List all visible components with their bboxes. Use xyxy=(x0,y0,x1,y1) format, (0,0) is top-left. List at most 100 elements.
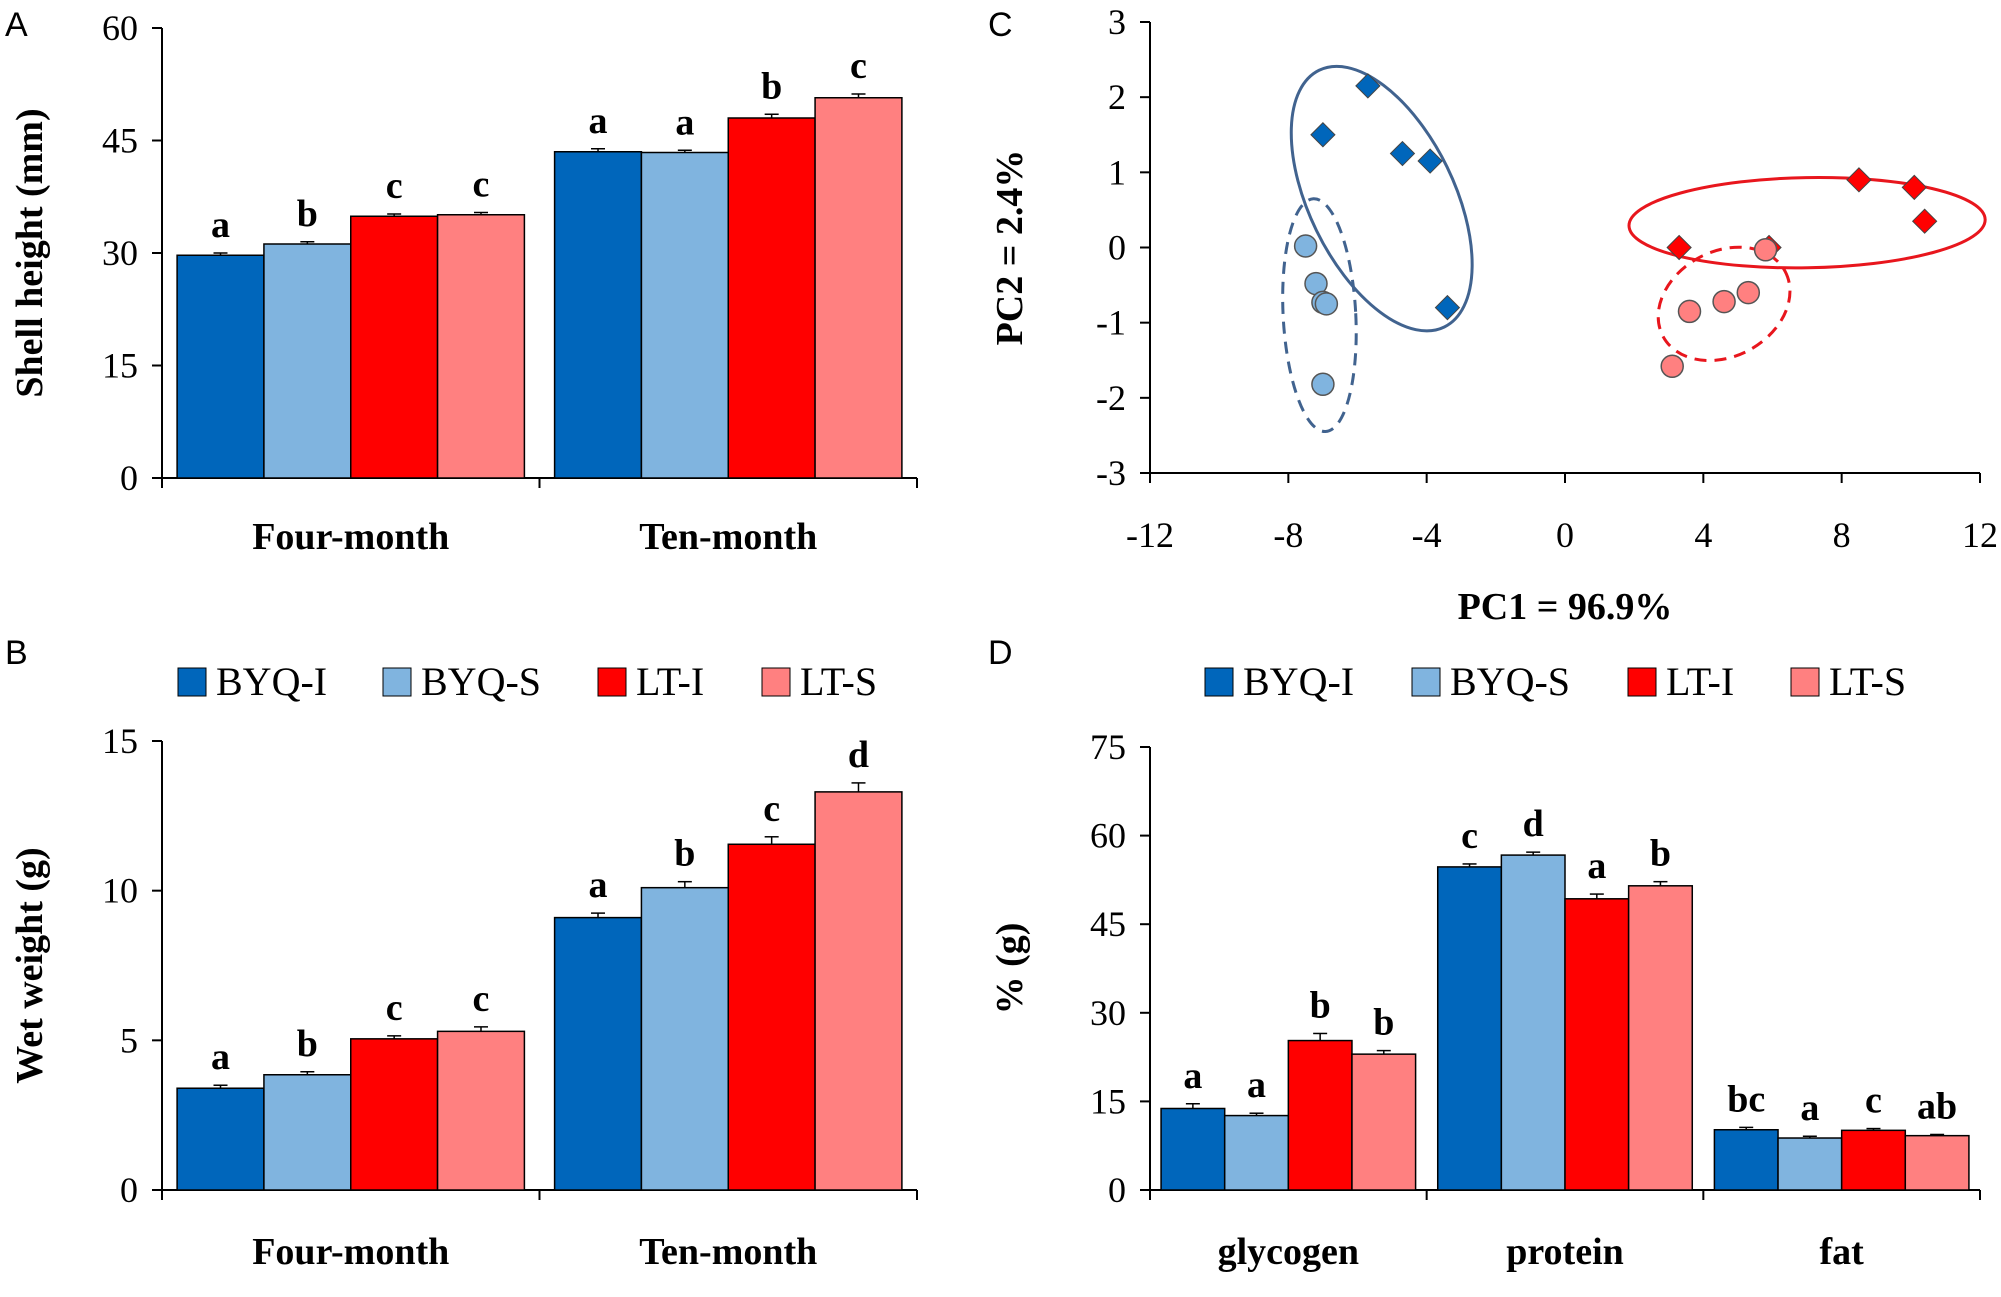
panel-b-legend: BYQ-I BYQ-S LT-I LT-S xyxy=(177,659,877,704)
panel-d-label: D xyxy=(988,634,1013,672)
panel-d-bar-byq-i-fat xyxy=(1713,1129,1779,1191)
panel-b-bar-byq-i-ten-month xyxy=(553,916,643,1191)
panel-c-point-lt-i-5 xyxy=(1911,208,1938,234)
panel-d-legend-swatch-lt-s xyxy=(1790,667,1820,697)
panel-b-bar-lt-i-four-month-letter: c xyxy=(386,987,403,1029)
panel-c-point-byq-i-1 xyxy=(1310,122,1336,148)
panel-b-category-ten-month: Ten-month xyxy=(639,1231,817,1273)
panel-b-y-tick-label: 10 xyxy=(102,871,138,911)
panel-d-category-protein: protein xyxy=(1506,1231,1624,1273)
panel-c-point-lt-s-1 xyxy=(1660,354,1684,379)
panel-a-y-tick-label: 15 xyxy=(102,346,138,386)
panel-c-point-lt-i-4 xyxy=(1901,174,1927,201)
panel-d-y-tick-label: 15 xyxy=(1090,1081,1126,1121)
panel-d-y-tick-label: 30 xyxy=(1090,993,1126,1033)
panel-a-bar-lt-i-four-month-letter: c xyxy=(386,165,403,207)
panel-a-bar-lt-s-ten-month xyxy=(814,97,903,479)
panel-c-point-byq-s-5 xyxy=(1311,372,1335,397)
panel-d-bar-byq-s-glycogen-letter: a xyxy=(1247,1064,1266,1106)
panel-d-y-tick-label: 0 xyxy=(1108,1170,1126,1210)
panel-d-y-axis-label: % (g) xyxy=(989,923,1031,1015)
panel-a-group: A 0 15 30 45 60 a a b a c b c c Four-month Ten-month She… xyxy=(5,6,918,558)
panel-a-bar-byq-i-four-month xyxy=(176,254,265,479)
panel-a-bar-byq-s-four-month-letter: b xyxy=(297,193,318,235)
panel-b-bar-lt-i-ten-month-letter: c xyxy=(763,788,780,830)
panel-b-bar-byq-s-ten-month xyxy=(640,886,729,1191)
panel-d-category-fat: fat xyxy=(1820,1231,1865,1273)
panel-c-y-tick-label: -1 xyxy=(1096,303,1126,343)
panel-c-point-byq-s-4 xyxy=(1314,292,1339,316)
panel-b-bar-byq-i-ten-month-letter: a xyxy=(589,864,608,906)
panel-d-legend-label-lt-i: LT-I xyxy=(1666,659,1734,704)
panel-c-point-byq-s-1 xyxy=(1293,234,1318,258)
panel-b-label: B xyxy=(5,634,28,672)
panel-a-y-tick-label: 60 xyxy=(102,8,138,48)
panel-a-bar-lt-s-four-month-letter: c xyxy=(473,164,490,206)
panel-c-y-tick-label: 1 xyxy=(1108,152,1126,192)
panel-a-bar-byq-i-ten-month xyxy=(553,151,643,479)
panel-b-bar-lt-s-four-month xyxy=(436,1030,526,1191)
panel-b-bar-lt-s-ten-month-letter: d xyxy=(848,734,869,776)
panel-b-bar-byq-i-four-month xyxy=(176,1087,265,1191)
panel-b-legend-label-byq-s: BYQ-S xyxy=(421,659,541,704)
panel-b-bar-lt-s-four-month-letter: c xyxy=(473,978,490,1020)
panel-c-y-tick-label: -2 xyxy=(1096,378,1126,418)
panel-a-bar-byq-i-four-month-letter: a xyxy=(211,204,230,246)
panel-c-x-tick-label: 8 xyxy=(1833,515,1851,555)
panel-b-y-tick-label: 15 xyxy=(102,721,138,761)
panel-c-point-lt-s-4 xyxy=(1736,280,1761,305)
panel-d-bar-lt-i-fat-letter: c xyxy=(1865,1080,1882,1122)
panel-c-y-axis-label: PC2 = 2.4% xyxy=(989,150,1031,346)
panel-d-legend-swatch-byq-i xyxy=(1204,667,1234,697)
panel-b-bar-lt-i-ten-month xyxy=(727,843,816,1191)
panel-d-bar-byq-i-fat-letter: bc xyxy=(1727,1078,1765,1120)
panel-a-category-ten-month: Ten-month xyxy=(639,516,817,558)
panel-a-label: A xyxy=(5,6,28,44)
panel-d-y-tick-label: 75 xyxy=(1090,727,1126,767)
panel-d-bar-lt-s-protein-letter: b xyxy=(1650,833,1671,875)
panel-c-point-byq-i-2 xyxy=(1355,73,1381,99)
panel-b-bar-byq-s-ten-month-letter: b xyxy=(674,833,695,875)
panel-a-y-tick-label: 30 xyxy=(102,233,138,273)
panel-d-bar-lt-s-protein xyxy=(1627,885,1694,1191)
panel-c-point-byq-i-3 xyxy=(1389,140,1416,167)
panel-c-ellipse-lt-s xyxy=(1656,245,1792,363)
panel-b-category-four-month: Four-month xyxy=(252,1231,449,1273)
panel-c-x-tick-label: -8 xyxy=(1273,515,1303,555)
panel-c-ellipse-lt-i xyxy=(1627,175,1987,270)
panel-d-bar-lt-i-glycogen xyxy=(1287,1039,1353,1191)
panel-c-y-tick-label: 3 xyxy=(1108,2,1126,42)
panel-a-bar-byq-s-four-month xyxy=(263,243,352,479)
panel-d-bar-lt-s-glycogen xyxy=(1351,1053,1417,1191)
panel-b-legend-swatch-byq-s xyxy=(382,667,412,697)
panel-d-legend-swatch-lt-i xyxy=(1627,667,1657,697)
panel-d-bar-lt-i-protein xyxy=(1564,898,1630,1191)
panel-c-x-tick-label: 0 xyxy=(1556,515,1574,555)
panel-c-y-tick-label: 0 xyxy=(1108,228,1126,268)
panel-d-bar-byq-s-glycogen xyxy=(1223,1114,1290,1191)
panel-d-bar-byq-s-fat xyxy=(1777,1137,1843,1191)
panel-c-point-lt-i-3 xyxy=(1846,167,1872,193)
panel-b-bar-byq-s-four-month xyxy=(263,1074,352,1191)
panel-a-y-tick-label: 0 xyxy=(120,458,138,498)
panel-b-bar-lt-i-four-month xyxy=(350,1038,439,1191)
panel-d-bar-lt-s-glycogen-letter: b xyxy=(1373,1002,1394,1044)
panel-b-bar-byq-s-four-month-letter: b xyxy=(297,1023,318,1065)
panel-d-y-tick-label: 45 xyxy=(1090,904,1126,944)
panel-c-y-tick-label: -3 xyxy=(1096,453,1126,493)
panel-d-y-tick-label: 60 xyxy=(1090,816,1126,856)
panel-c-point-lt-s-5 xyxy=(1753,238,1778,262)
panel-b-legend-swatch-lt-i xyxy=(597,667,627,697)
panel-b-legend-swatch-byq-i xyxy=(177,667,207,697)
panel-d-bar-byq-s-protein xyxy=(1500,854,1566,1191)
panel-c-point-lt-s-3 xyxy=(1712,289,1736,314)
panel-c-point-lt-i-1 xyxy=(1666,234,1692,261)
panel-a-bar-lt-s-ten-month-letter: c xyxy=(850,45,867,87)
panel-b-y-axis-label: Wet weight (g) xyxy=(9,847,51,1083)
panel-b-legend-label-lt-i: LT-I xyxy=(636,659,704,704)
panel-c-label: C xyxy=(988,6,1013,44)
panel-a-category-four-month: Four-month xyxy=(252,516,449,558)
panel-d-legend: BYQ-I BYQ-S LT-I LT-S xyxy=(1204,659,1906,704)
